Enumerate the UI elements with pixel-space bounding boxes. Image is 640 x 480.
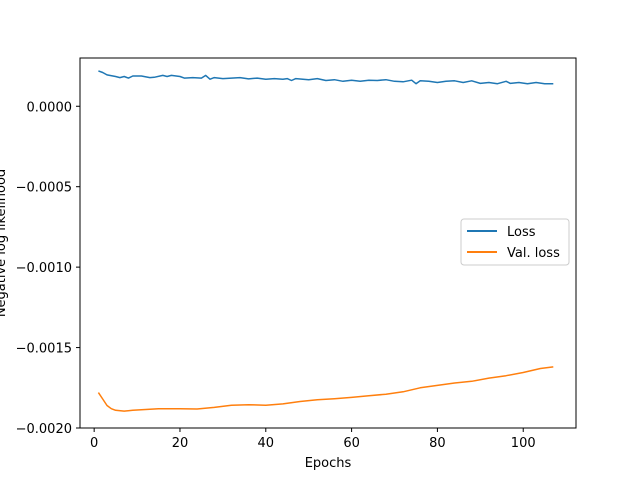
y-axis: 0.0000 −0.0005 −0.0010 −0.0015 −0.0020 [16,100,80,437]
x-tick-label: 80 [429,436,446,451]
y-tick-label: −0.0020 [16,422,72,437]
x-tick-label: 0 [90,436,98,451]
y-tick-label: −0.0015 [16,342,72,357]
y-axis-label: Negative log likelihood [0,169,9,317]
series-layer [97,70,554,412]
series-line-loss [98,70,554,85]
x-tick-label: 100 [511,436,536,451]
legend-label-loss: Loss [507,225,536,240]
y-tick-label: −0.0005 [16,181,72,196]
x-axis: 0 20 40 60 80 100 [90,428,536,451]
series-line-val-loss [97,366,554,412]
plot-frame [79,57,577,429]
legend-label-val-loss: Val. loss [507,246,560,261]
y-tick-label: 0.0000 [27,100,73,115]
x-tick-label: 20 [172,436,189,451]
x-axis-label: Epochs [305,456,352,471]
x-tick-label: 40 [258,436,275,451]
x-tick-label: 60 [343,436,360,451]
y-tick-label: −0.0010 [16,261,72,276]
legend: Loss Val. loss [460,218,570,266]
